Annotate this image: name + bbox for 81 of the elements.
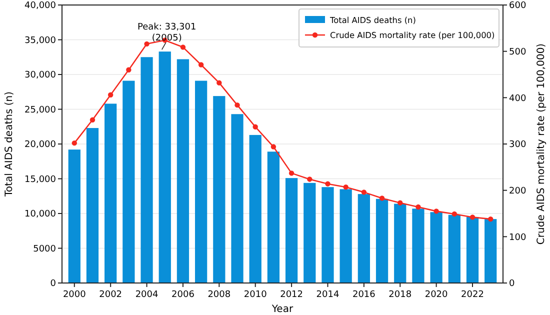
y2-tick-label: 200 [509,186,526,196]
bar [285,178,298,283]
y2-tick-label: 600 [509,1,526,12]
bar [231,114,244,283]
x-tick-label: 2018 [388,290,412,300]
point [325,181,330,186]
y-tick-label: 15,000 [24,174,56,185]
bar [195,80,208,283]
bar [412,208,424,283]
bar [322,187,334,283]
bar [376,198,388,283]
y-tick-label: 25,000 [24,105,56,116]
y-axis-title: Total AIDS deaths (n) [4,91,15,198]
bar [213,96,226,283]
y2-tick-label: 400 [509,94,526,104]
bar [158,52,171,283]
bar [448,214,460,283]
x-tick-label: 2014 [316,290,340,300]
y2-tick-label: 500 [509,47,526,58]
bar [176,59,190,283]
x-tick-label: 2010 [244,290,268,300]
point [398,200,403,206]
point [434,208,439,214]
point [72,140,77,146]
y-tick-label: 30,000 [24,70,56,81]
bar [358,194,370,283]
x-tick-label: 2022 [461,290,484,300]
legend-label: Total AIDS deaths (n) [329,14,416,25]
y2-axis-title: Crude AIDS mortality rate (per 100,000) [536,43,547,245]
bar [122,80,135,283]
point [216,80,222,86]
bar [304,182,316,283]
point [470,214,476,220]
x-tick-label: 2020 [424,290,448,300]
point [452,211,458,217]
bar [340,189,352,283]
bar [86,128,99,283]
bar [394,204,406,283]
point [90,117,96,123]
y-tick-label: 0 [50,279,56,290]
bar [68,150,80,283]
bar [430,212,442,283]
y-tick-label: 10,000 [24,210,56,220]
y2-tick-label: 0 [509,279,515,290]
point [379,196,385,201]
x-axis-title: Year [270,304,294,315]
point [270,144,276,150]
bar [104,104,117,283]
bar [249,134,262,283]
point [108,92,114,98]
bar [484,219,497,283]
point [488,216,494,222]
point [252,124,258,130]
y-tick-label: 40,000 [24,1,56,12]
x-tick-label: 2008 [208,290,231,300]
bar [140,57,153,283]
point [180,44,186,50]
point [126,67,132,72]
y2-tick-label: 100 [509,232,526,243]
x-tick-label: 2002 [99,290,122,300]
point [307,176,312,182]
y-tick-label: 20,000 [24,140,56,150]
bar [267,152,280,283]
legend-label: Crude AIDS mortality rate (per 100,000) [330,30,495,40]
x-tick-label: 2012 [280,290,303,300]
bar [466,216,479,283]
y2-tick-label: 300 [509,140,526,150]
point [361,190,367,195]
x-tick-label: 2006 [172,290,195,300]
y-tick-label: 35,000 [24,36,56,46]
point [288,170,294,176]
point [198,62,204,68]
x-tick-label: 2000 [62,290,86,300]
point [234,102,240,108]
annotation: Peak: 33,301 (2005) [137,22,196,44]
x-tick-label: 2016 [352,290,376,300]
point [343,184,348,190]
point [144,41,150,47]
y-tick-label: 5000 [33,244,56,254]
point [416,204,421,210]
x-tick-label: 2004 [135,290,159,300]
